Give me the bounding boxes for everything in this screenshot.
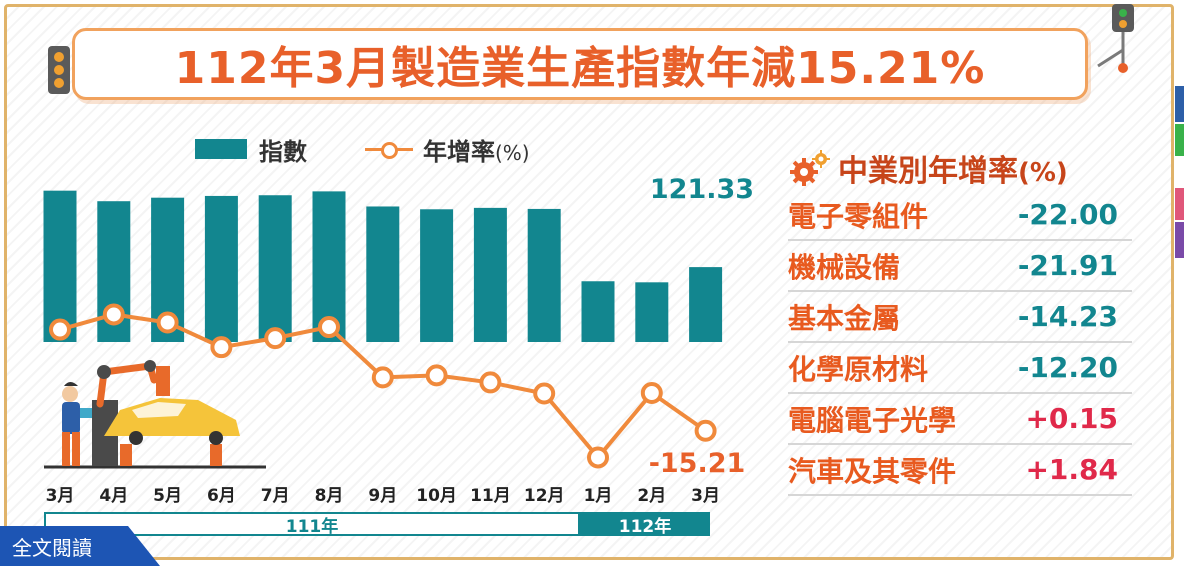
line-point-11	[640, 382, 663, 405]
bar-12	[689, 267, 723, 342]
growth-points	[49, 303, 717, 469]
line-point-8	[479, 371, 502, 394]
bar-9	[527, 208, 561, 342]
bar-6	[366, 206, 400, 342]
side-tab-green[interactable]	[1175, 124, 1184, 156]
industry-value: -12.20	[1017, 351, 1118, 384]
legend-bar-label: 指數	[259, 137, 307, 166]
industry-panel-header: 中業別年增率(%)	[788, 146, 1140, 190]
title-banner: 112年3月製造業生產指數年減15.21%	[72, 28, 1088, 100]
line-point-2	[156, 311, 179, 334]
bar-3	[204, 195, 238, 342]
industry-list: 電子零組件 -22.00 機械設備 -21.91 基本金屬 -14.23 化學原材料 -12.…	[788, 190, 1140, 496]
line-point-10	[587, 446, 609, 469]
line-point-9	[533, 382, 556, 405]
industry-value: +1.84	[1025, 453, 1118, 486]
line-point-7	[425, 364, 448, 387]
year-group-111: 111年	[44, 512, 580, 537]
industry-value: -22.00	[1017, 198, 1118, 231]
industry-row: 電腦電子光學 +0.15	[788, 394, 1132, 445]
last-line-value-label: -15.21	[649, 448, 746, 479]
gears-icon	[790, 150, 830, 186]
x-tick-label-11: 2月	[637, 486, 666, 506]
side-tab-purple[interactable]	[1175, 222, 1184, 258]
side-tab-pink[interactable]	[1175, 188, 1184, 220]
line-point-6	[371, 366, 394, 389]
factory-illustration	[44, 360, 266, 469]
line-point-0	[49, 318, 71, 341]
line-point-3	[210, 336, 233, 359]
industry-panel-title: 中業別年增率(%)	[838, 154, 1068, 189]
last-bar-value-label: 121.33	[650, 174, 754, 205]
line-point-12	[694, 419, 717, 442]
traffic-light-right-icon	[1097, 4, 1134, 73]
x-axis-labels: 3月 4月 5月 6月 7月 8月 9月 10月 11月 12月 1月 2月 3月	[46, 486, 720, 506]
industry-name: 機械設備	[788, 250, 901, 284]
line-point-1	[102, 303, 125, 326]
x-tick-label-7: 10月	[416, 486, 457, 506]
traffic-light-left-icon	[48, 46, 70, 94]
legend-line-swatch	[365, 139, 413, 159]
chart-legend: 指數 年增率(%)	[195, 134, 530, 166]
x-tick-label-2: 5月	[153, 486, 182, 506]
industry-panel: 中業別年增率(%) 電子零組件 -22.00 機械設備 -21.91 基本金屬 -14.2…	[788, 146, 1140, 496]
industry-value: -14.23	[1017, 300, 1118, 333]
bar-4	[258, 195, 292, 342]
x-tick-label-4: 7月	[261, 486, 290, 506]
legend-bar-swatch	[195, 139, 247, 159]
line-point-4	[264, 327, 287, 350]
legend-line-label: 年增率(%)	[423, 137, 530, 166]
bar-line-chart: 3月 4月 5月 6月 7月 8月 9月 10月 11月 12月 1月 2月 3月 121.33 -15…	[43, 174, 754, 506]
x-tick-label-3: 6月	[207, 486, 236, 506]
industry-value: -21.91	[1017, 249, 1118, 282]
industry-row: 電子零組件 -22.00	[788, 190, 1132, 241]
industry-row: 汽車及其零件 +1.84	[788, 445, 1132, 496]
x-tick-label-12: 3月	[691, 486, 720, 506]
x-tick-label-0: 3月	[46, 486, 75, 506]
industry-value: +0.15	[1025, 402, 1118, 435]
bar-8	[473, 207, 507, 342]
industry-name: 化學原材料	[788, 352, 929, 386]
line-point-5	[318, 316, 340, 339]
bar-7	[420, 209, 454, 342]
side-tab-blue[interactable]	[1175, 86, 1184, 122]
industry-row: 化學原材料 -12.20	[788, 343, 1132, 394]
x-tick-label-9: 12月	[524, 486, 565, 506]
industry-row: 機械設備 -21.91	[788, 241, 1132, 292]
bar-11	[635, 282, 669, 342]
year-group-112: 112年	[580, 512, 710, 537]
bar-10	[581, 281, 615, 342]
x-tick-label-5: 8月	[315, 486, 344, 506]
industry-name: 汽車及其零件	[788, 454, 957, 488]
read-full-button[interactable]: 全文閱讀	[0, 526, 160, 566]
page-title: 112年3月製造業生產指數年減15.21%	[174, 43, 986, 94]
industry-name: 電子零組件	[788, 199, 929, 233]
industry-name: 基本金屬	[788, 301, 901, 335]
x-tick-label-6: 9月	[368, 486, 397, 506]
x-tick-label-1: 4月	[99, 486, 128, 506]
industry-row: 基本金屬 -14.23	[788, 292, 1132, 343]
industry-name: 電腦電子光學	[788, 403, 957, 437]
bar-0	[43, 190, 77, 342]
x-tick-label-8: 11月	[470, 486, 511, 506]
x-tick-label-10: 1月	[584, 486, 613, 506]
